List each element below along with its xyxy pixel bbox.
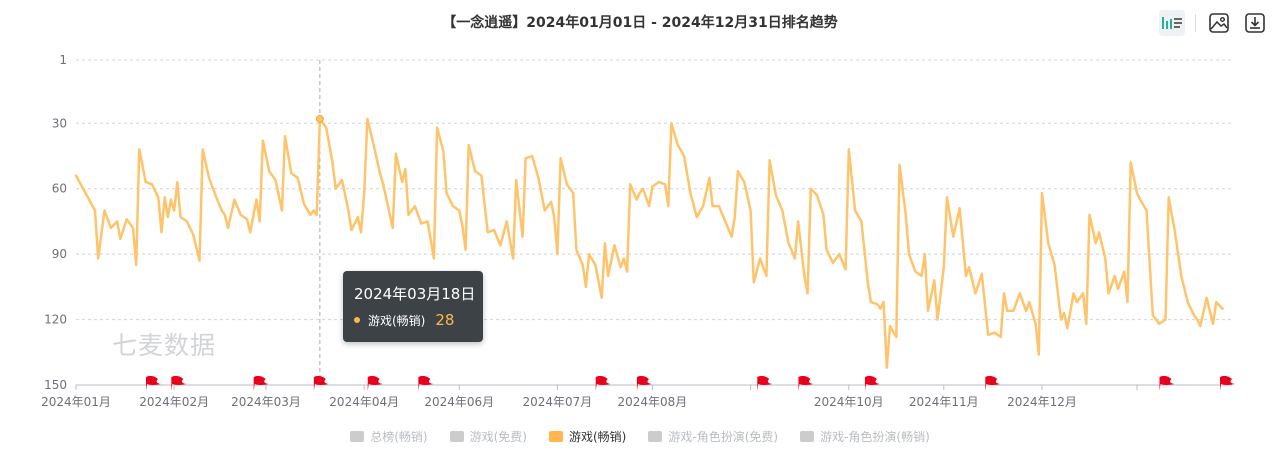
y-tick-label: 150 xyxy=(44,378,67,392)
legend-label: 游戏(畅销) xyxy=(568,430,627,444)
x-tick-label: 2024年01月 xyxy=(41,395,111,409)
rank-trend-chart: 1 30 60 90 120 150 2024年01月 2024年02月 2024年03月 202… xyxy=(41,53,1235,409)
event-flag-icon xyxy=(798,375,814,391)
event-flag-icon xyxy=(1220,375,1235,391)
tooltip-date: 2024年03月18日 xyxy=(354,285,476,303)
legend-swatch xyxy=(449,431,464,442)
x-tick-label: 2024年06月 xyxy=(424,395,494,409)
legend-item-game-free[interactable]: 游戏(免费) xyxy=(449,428,527,445)
event-flag-icon xyxy=(595,375,611,391)
watermark: 七麦数据 xyxy=(112,331,217,360)
chart-legend: 总榜(畅销) 游戏(免费) 游戏(畅销) 游戏-角色扮演(免费) 游戏-角色扮演… xyxy=(0,428,1280,445)
legend-item-rpg-free[interactable]: 游戏-角色扮演(免费) xyxy=(648,428,778,445)
event-flag-icon xyxy=(985,375,1001,391)
x-tick-label: 2024年04月 xyxy=(329,395,399,409)
toolbar-divider xyxy=(1195,14,1196,32)
tooltip-series-dot xyxy=(354,317,360,323)
download-button[interactable] xyxy=(1242,10,1268,36)
image-icon xyxy=(1209,13,1229,33)
tooltip-series-name: 游戏(畅销) xyxy=(368,313,426,328)
legend-swatch xyxy=(548,431,563,442)
event-flag-icon xyxy=(313,375,329,391)
event-flag-icon xyxy=(146,375,162,391)
y-tick-label: 1 xyxy=(59,53,67,67)
x-tick-label: 2024年12月 xyxy=(1007,395,1077,409)
legend-swatch xyxy=(350,431,365,442)
y-tick-label: 60 xyxy=(52,182,67,196)
x-tick-label: 2024年02月 xyxy=(139,395,209,409)
chart-tooltip: 2024年03月18日 游戏(畅销) 28 xyxy=(343,271,483,342)
event-flag-icon xyxy=(367,375,383,391)
download-icon xyxy=(1245,13,1265,33)
y-tick-label: 120 xyxy=(44,313,67,327)
y-tick-label: 90 xyxy=(52,247,67,261)
x-tick-label: 2024年07月 xyxy=(522,395,592,409)
event-flag-icon xyxy=(636,375,652,391)
event-flag-icon xyxy=(253,375,269,391)
tooltip-value: 28 xyxy=(435,311,455,329)
highlight-point xyxy=(315,114,324,123)
bar-chart-icon xyxy=(1162,17,1182,29)
bar-line-toggle-button[interactable] xyxy=(1159,10,1185,36)
legend-label: 游戏(免费) xyxy=(469,430,527,444)
event-flag-icon xyxy=(757,375,773,391)
legend-swatch xyxy=(800,431,815,442)
event-flag-icon xyxy=(864,375,880,391)
save-image-button[interactable] xyxy=(1206,10,1232,36)
series-line-game-grossing xyxy=(74,117,1224,369)
legend-item-rpg-grossing[interactable]: 游戏-角色扮演(畅销) xyxy=(800,428,930,445)
x-tick-label: 2024年10月 xyxy=(814,395,884,409)
event-flag-icon xyxy=(1159,375,1175,391)
legend-item-game-grossing[interactable]: 游戏(畅销) xyxy=(548,428,627,445)
chart-toolbar xyxy=(1159,10,1268,36)
event-flag-icon xyxy=(171,375,187,391)
event-flag-icon xyxy=(418,375,434,391)
chart-title: 【一念逍遥】2024年01月01日 - 2024年12月31日排名趋势 xyxy=(442,15,838,31)
legend-swatch xyxy=(648,431,663,442)
x-tick-label: 2024年03月 xyxy=(231,395,301,409)
y-tick-label: 30 xyxy=(52,116,67,130)
x-tick-label: 2024年08月 xyxy=(618,395,688,409)
legend-label: 游戏-角色扮演(畅销) xyxy=(820,430,930,444)
legend-label: 总榜(畅销) xyxy=(370,430,428,444)
legend-item-total-grossing[interactable]: 总榜(畅销) xyxy=(350,428,428,445)
legend-label: 游戏-角色扮演(免费) xyxy=(668,430,779,444)
tooltip-row: 游戏(畅销) 28 xyxy=(354,311,454,329)
x-tick-label: 2024年11月 xyxy=(909,395,979,409)
